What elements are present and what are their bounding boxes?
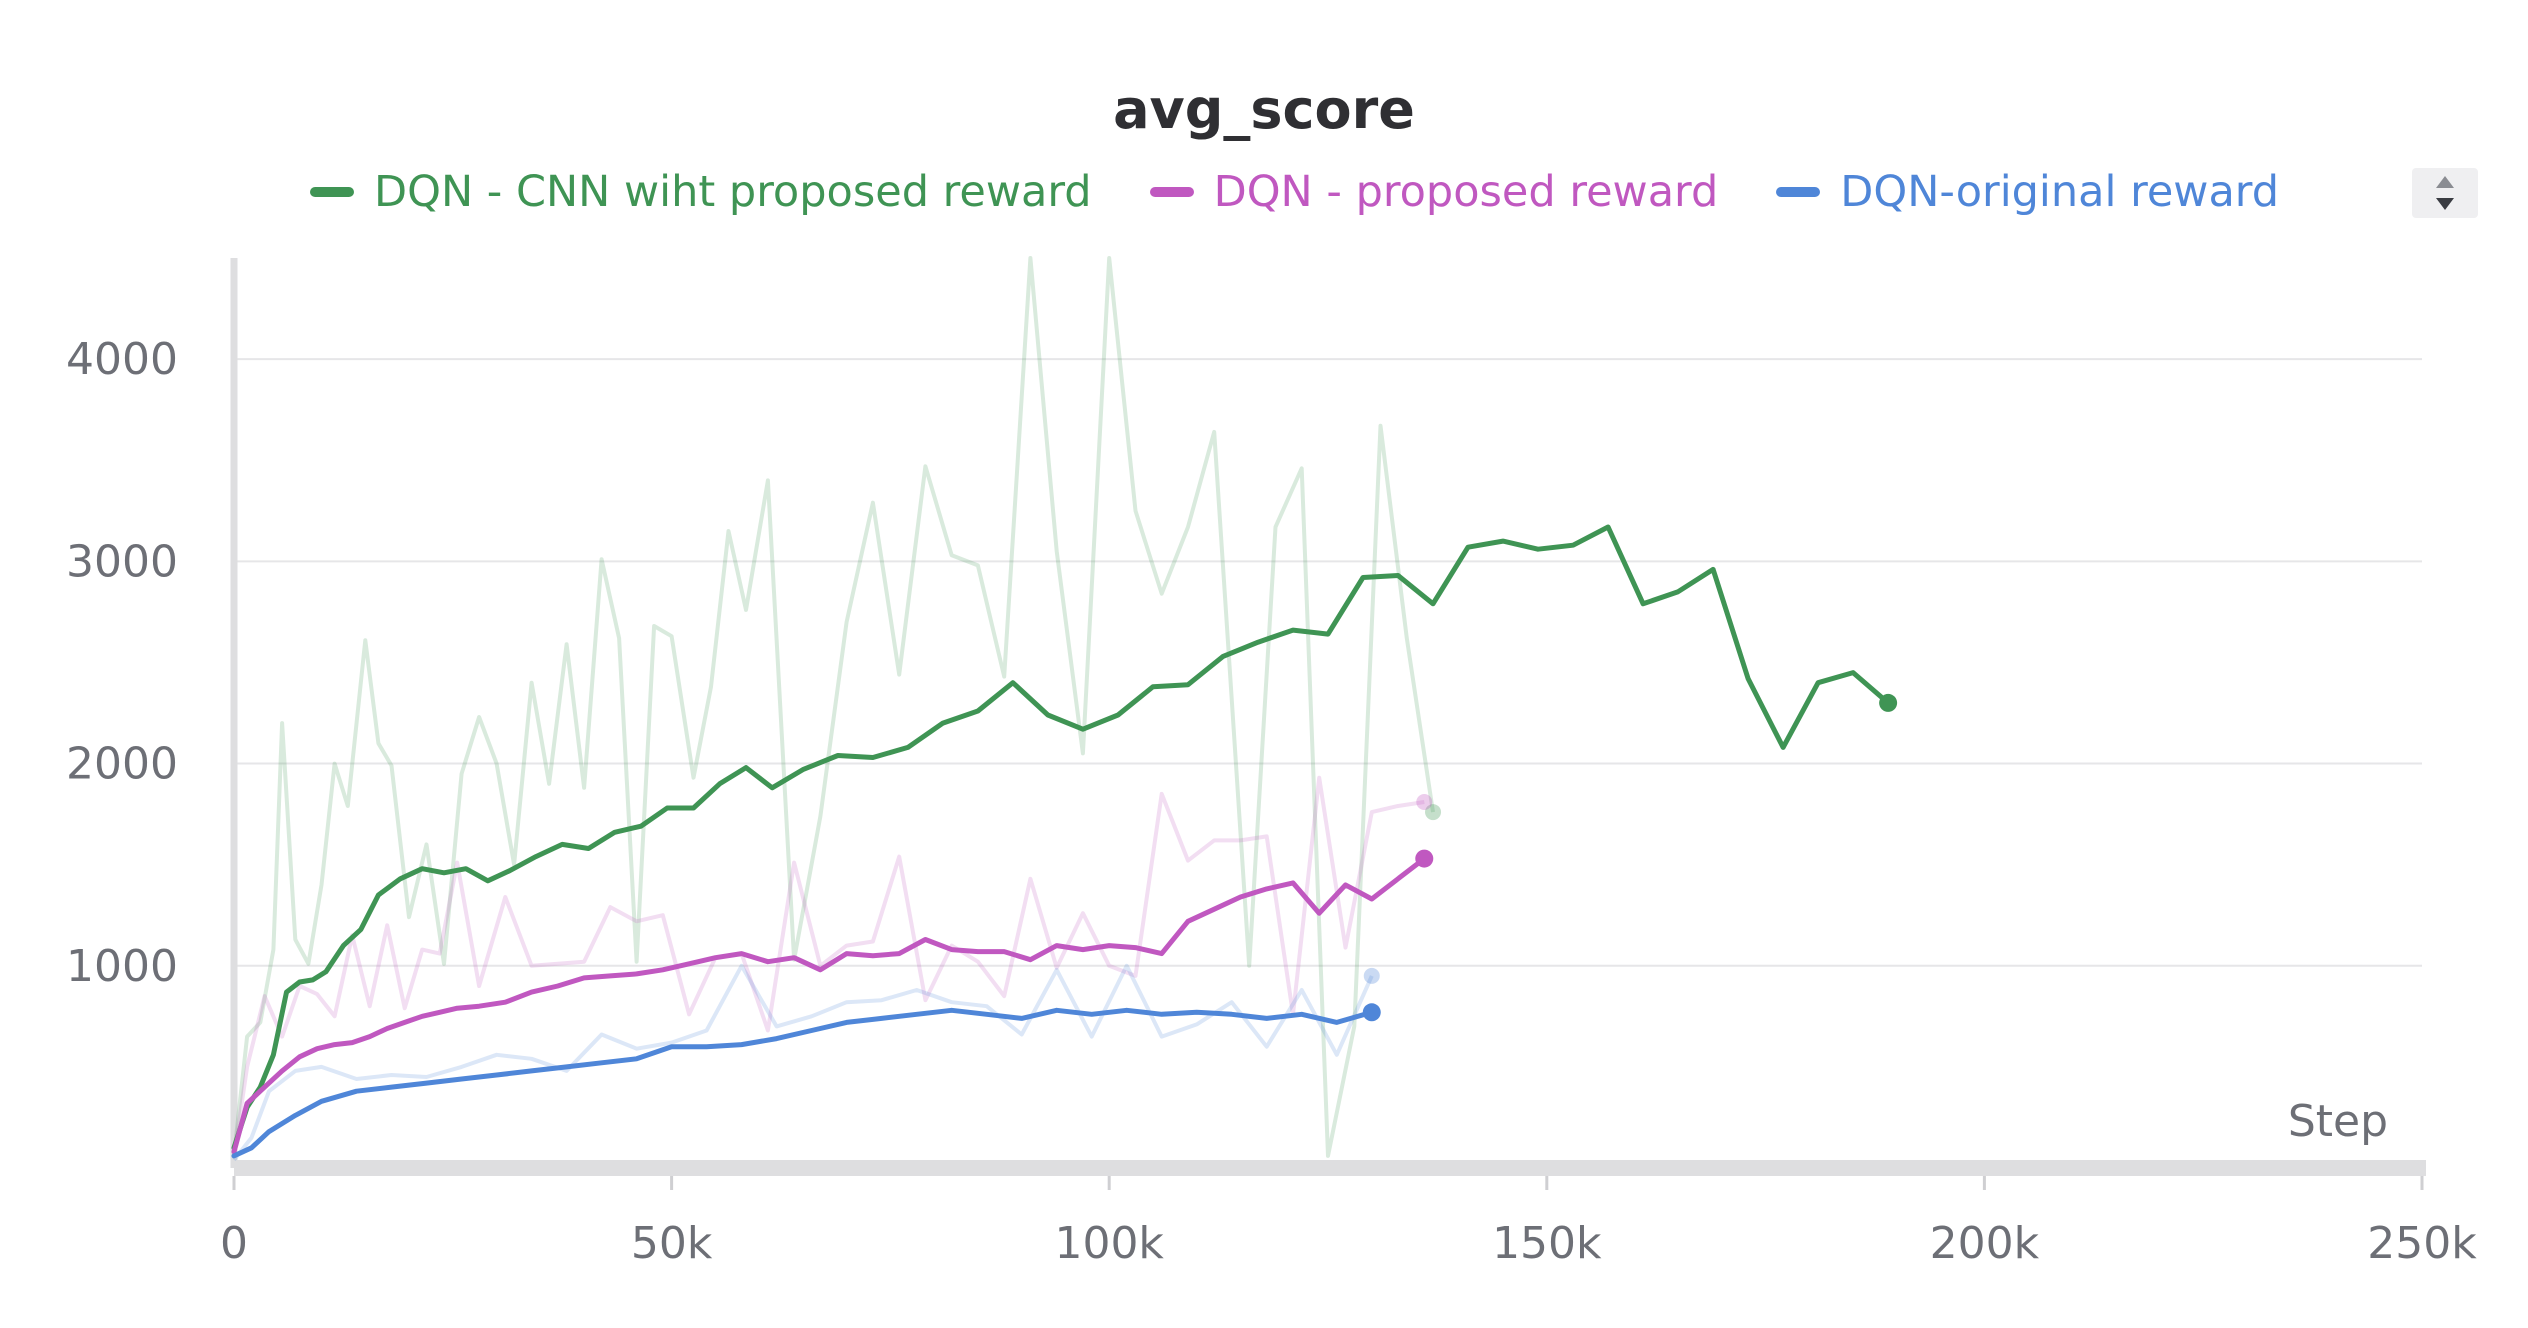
x-tick-label: 0 [220,1218,248,1269]
x-tick-label: 250k [2367,1218,2477,1269]
smoothed-line [231,1007,1375,1159]
raw-end-point [1416,793,1433,810]
chart-title: avg_score [1113,78,1415,141]
smoothed-line [231,524,1891,1151]
raw-line [232,256,1435,1158]
smoothed-end-point [1879,693,1898,712]
legend-swatch [1776,187,1821,197]
end-markers [1362,693,1898,1022]
y-tick-label: 1000 [66,941,178,992]
raw-series [232,256,1435,1162]
sort-arrows-icon [2436,176,2454,210]
legend-item-proposed[interactable]: DQN - proposed reward [1149,167,1719,217]
raw-line [232,775,1425,1157]
legend-label: DQN - proposed reward [1213,167,1719,217]
smoothed-end-point [1362,1003,1381,1022]
raw-end-point [1363,967,1380,984]
smoothed-end-point [1415,849,1434,868]
legend-scroll-toggle[interactable] [2412,168,2478,218]
y-tick-label: 3000 [66,536,178,587]
legend: DQN - CNN wiht proposed reward DQN - pro… [310,162,2337,222]
legend-label: DQN - CNN wiht proposed reward [374,167,1092,217]
legend-swatch [310,187,354,197]
axes [230,258,2426,1190]
grid-lines [234,358,2422,967]
legend-item-original[interactable]: DQN-original reward [1776,167,2279,217]
smoothed-line [231,856,1427,1155]
smoothed-series [231,524,1891,1159]
x-tick-label: 100k [1054,1218,1164,1269]
legend-item-cnn-proposed[interactable]: DQN - CNN wiht proposed reward [310,167,1092,217]
raw-end-point [1425,804,1442,821]
x-tick-label: 200k [1930,1218,2040,1269]
tick-labels: 1000 2000 3000 4000 0 50k 100k 150k 200k 250k [66,334,2477,1269]
raw-line [232,963,1374,1162]
y-tick-label: 4000 [66,334,178,385]
legend-label: DQN-original reward [1840,167,2280,217]
x-tick-label: 50k [631,1218,713,1269]
x-tick-label: 150k [1492,1218,1602,1269]
y-tick-label: 2000 [66,739,178,790]
x-axis-title: Step [2288,1096,2388,1147]
legend-swatch [1149,187,1194,197]
